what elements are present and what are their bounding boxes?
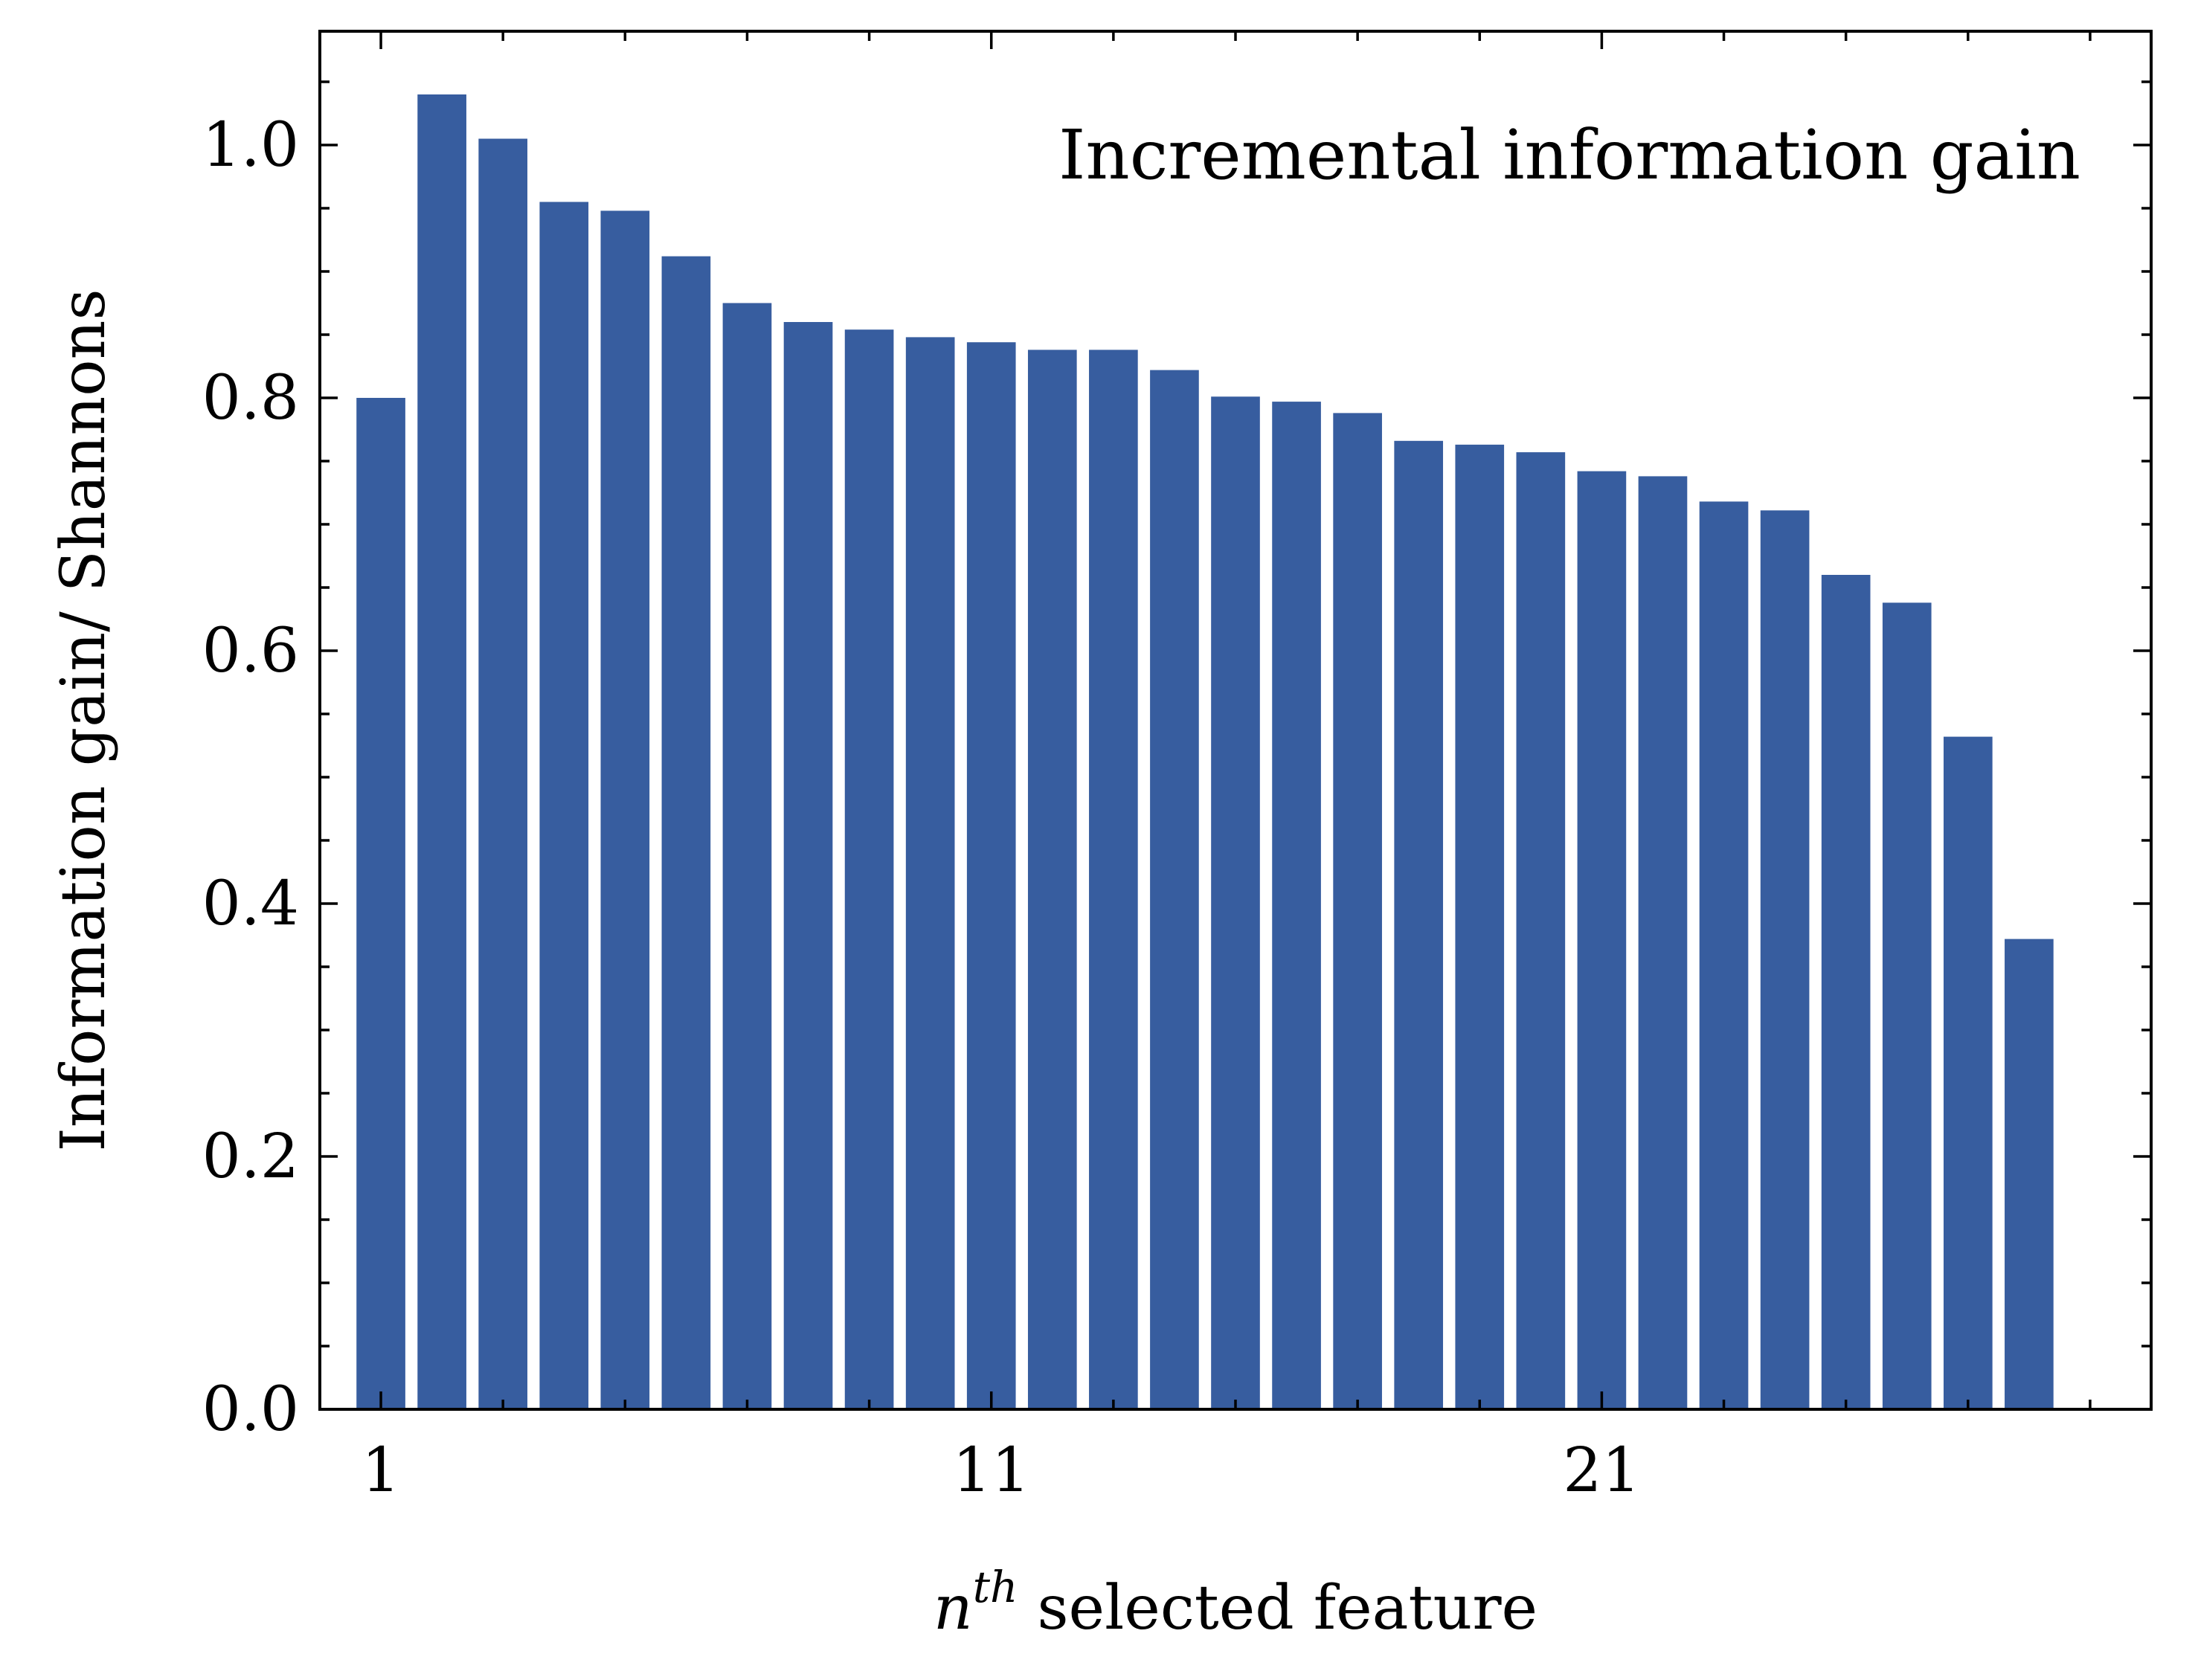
y-tick-label: 0.8 [202,363,299,434]
x-axis-label-rest: selected feature [1018,1573,1537,1644]
x-axis-label-n: n [933,1573,973,1644]
y-tick-labels: 0.0 0.2 0.4 0.6 0.8 1.0 [202,110,299,1445]
y-tick-label: 1.0 [202,110,299,181]
bar-feature-18 [1394,440,1444,1409]
bar-feature-17 [1333,413,1382,1409]
y-axis-label: Information gain/ Shannons [48,289,119,1151]
bar-feature-5 [600,210,650,1409]
bar-feature-23 [1699,501,1749,1409]
bar-feature-27 [1943,736,1993,1409]
bar-feature-10 [905,337,955,1409]
bar-feature-24 [1760,510,1810,1409]
bar-feature-6 [661,256,711,1410]
bar-feature-13 [1089,350,1138,1409]
bar-feature-19 [1455,444,1505,1409]
x-tick-label: 11 [953,1435,1030,1506]
ticks-group [320,31,2151,1409]
bar-feature-14 [1150,370,1199,1410]
x-axis-label: nth selected feature [933,1562,1537,1644]
y-tick-label: 0.4 [202,869,299,939]
plot-frame [318,30,2153,1411]
bar-feature-16 [1272,402,1321,1409]
bar-feature-11 [966,342,1016,1410]
bar-feature-4 [539,202,589,1409]
bar-feature-1 [356,398,405,1409]
bar-feature-20 [1516,452,1566,1409]
bar-feature-3 [478,138,528,1409]
y-tick-label: 0.2 [202,1121,299,1192]
bar-feature-25 [1821,575,1871,1409]
bar-feature-9 [844,329,894,1410]
x-tick-label: 21 [1563,1435,1640,1506]
chart-annotation: Incremental information gain [1058,115,2080,195]
bar-feature-15 [1211,396,1260,1409]
bar-feature-12 [1027,350,1077,1409]
y-tick-label: 0.0 [202,1374,299,1445]
bar-feature-22 [1638,476,1688,1409]
bar-feature-7 [722,303,772,1409]
x-tick-labels: 1 11 21 [361,1435,1641,1506]
bar-feature-26 [1882,602,1932,1409]
y-tick-label: 0.6 [202,616,299,686]
bar-feature-8 [783,322,833,1409]
bars-group [356,94,2054,1410]
bar-feature-2 [417,94,466,1409]
bar-feature-28 [2005,939,2054,1409]
bar-feature-21 [1577,471,1627,1409]
x-axis-label-sup: th [973,1562,1018,1612]
x-tick-label: 1 [361,1435,400,1506]
